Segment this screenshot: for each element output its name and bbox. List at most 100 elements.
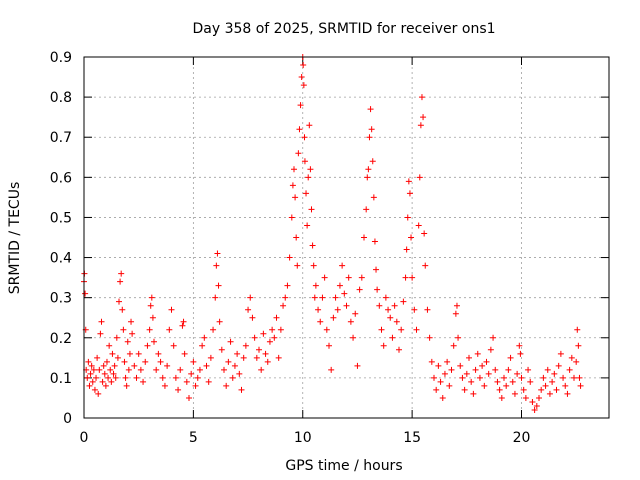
x-tick-label: 20 [513, 430, 531, 446]
data-point [94, 354, 101, 361]
data-point [367, 106, 374, 113]
data-point [371, 238, 378, 245]
data-point [242, 342, 249, 349]
data-point [280, 302, 287, 309]
data-point [144, 342, 151, 349]
data-point [298, 74, 305, 81]
data-point [408, 234, 415, 241]
data-point [418, 94, 425, 101]
y-tick-label: 0.6 [50, 170, 72, 186]
data-point [549, 378, 556, 385]
data-point [149, 314, 156, 321]
data-point [291, 166, 297, 173]
data-point [129, 330, 136, 337]
data-point [128, 318, 135, 325]
data-point [520, 386, 527, 393]
data-point [207, 354, 214, 361]
y-tick-label: 0.4 [50, 251, 72, 267]
y-tick-label: 0.2 [50, 331, 72, 347]
data-points [81, 54, 584, 413]
data-point [317, 318, 324, 325]
data-point [236, 370, 243, 377]
data-point [245, 306, 252, 313]
data-point [557, 350, 564, 357]
data-point [284, 282, 291, 289]
data-point [533, 402, 540, 409]
data-point [212, 294, 219, 301]
data-point [102, 382, 109, 389]
data-point [400, 298, 407, 305]
data-point [301, 134, 308, 141]
data-point [273, 314, 280, 321]
data-point [525, 366, 532, 373]
data-point [96, 366, 103, 373]
data-point [452, 310, 459, 317]
data-point [496, 386, 503, 393]
data-point [370, 194, 377, 201]
data-point [180, 318, 187, 325]
data-point [142, 358, 149, 365]
data-point [194, 374, 201, 381]
data-point [315, 306, 322, 313]
data-point [216, 318, 223, 325]
data-point [404, 214, 411, 221]
data-point [551, 370, 558, 377]
data-point [89, 378, 96, 385]
data-point [95, 390, 102, 397]
data-point [304, 222, 311, 229]
data-point [435, 362, 442, 369]
data-point [437, 378, 444, 385]
data-point [450, 342, 457, 349]
data-point [345, 274, 352, 281]
data-point [564, 390, 571, 397]
data-point [118, 270, 125, 277]
data-point [421, 230, 428, 237]
data-point [413, 326, 420, 333]
y-tick-label: 0.3 [50, 291, 72, 307]
data-point [420, 114, 427, 121]
chart-title: Day 358 of 2025, SRMTID for receiver ons… [192, 21, 495, 37]
plot-border [83, 56, 610, 419]
data-point [494, 378, 501, 385]
data-point [511, 390, 518, 397]
data-point [292, 194, 299, 201]
data-point [566, 366, 573, 373]
data-point [509, 378, 516, 385]
data-point [448, 366, 455, 373]
data-point [507, 354, 514, 361]
data-point [328, 366, 335, 373]
data-point [326, 342, 332, 349]
data-point [107, 366, 114, 373]
data-point [402, 274, 409, 281]
data-point [264, 358, 271, 365]
data-point [168, 306, 175, 313]
data-point [417, 122, 424, 129]
data-point [126, 350, 133, 357]
data-point [148, 294, 155, 301]
data-point [485, 370, 492, 377]
data-point [166, 326, 173, 333]
data-point [540, 374, 547, 381]
data-point [111, 362, 118, 369]
data-point [112, 374, 119, 381]
data-point [406, 190, 413, 197]
data-point [441, 370, 448, 377]
data-point [577, 382, 584, 389]
x-tick-label: 10 [294, 430, 312, 446]
data-point [131, 362, 138, 369]
data-point [269, 326, 276, 333]
data-point [364, 174, 371, 181]
data-point [490, 334, 497, 341]
data-point [361, 234, 367, 241]
data-point [444, 358, 451, 365]
data-point [90, 366, 97, 373]
data-point [531, 406, 538, 413]
data-point [405, 178, 412, 185]
data-point [113, 334, 120, 341]
y-tick-label: 0.1 [50, 371, 72, 387]
data-point [85, 358, 92, 365]
data-point [380, 342, 387, 349]
data-point [518, 374, 525, 381]
data-point [103, 358, 110, 365]
data-point [155, 350, 162, 357]
